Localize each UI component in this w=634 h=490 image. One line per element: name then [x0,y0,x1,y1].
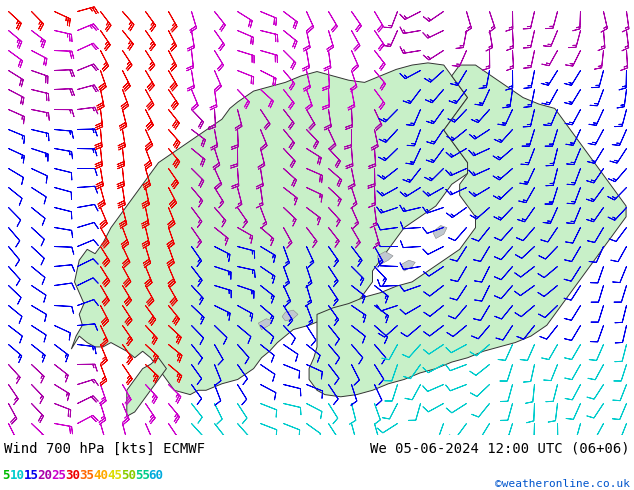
Text: 10: 10 [10,469,25,483]
Text: 15: 15 [23,469,39,483]
Text: 45: 45 [107,469,122,483]
Polygon shape [377,251,393,265]
Polygon shape [259,318,273,330]
Text: 30: 30 [65,469,81,483]
Text: 5: 5 [2,469,10,483]
Text: 55: 55 [135,469,150,483]
Text: ©weatheronline.co.uk: ©weatheronline.co.uk [495,479,630,489]
Polygon shape [401,260,415,271]
Text: 25: 25 [51,469,67,483]
Text: 20: 20 [37,469,53,483]
Text: 50: 50 [121,469,136,483]
Text: Wind 700 hPa [kts] ECMWF: Wind 700 hPa [kts] ECMWF [4,441,205,456]
Text: We 05-06-2024 12:00 UTC (06+06): We 05-06-2024 12:00 UTC (06+06) [370,441,630,456]
Text: 60: 60 [149,469,164,483]
Polygon shape [127,358,166,416]
Text: 40: 40 [93,469,108,483]
Polygon shape [282,310,298,321]
Polygon shape [309,65,626,397]
Polygon shape [71,63,468,394]
Text: 35: 35 [79,469,94,483]
Polygon shape [432,225,447,239]
